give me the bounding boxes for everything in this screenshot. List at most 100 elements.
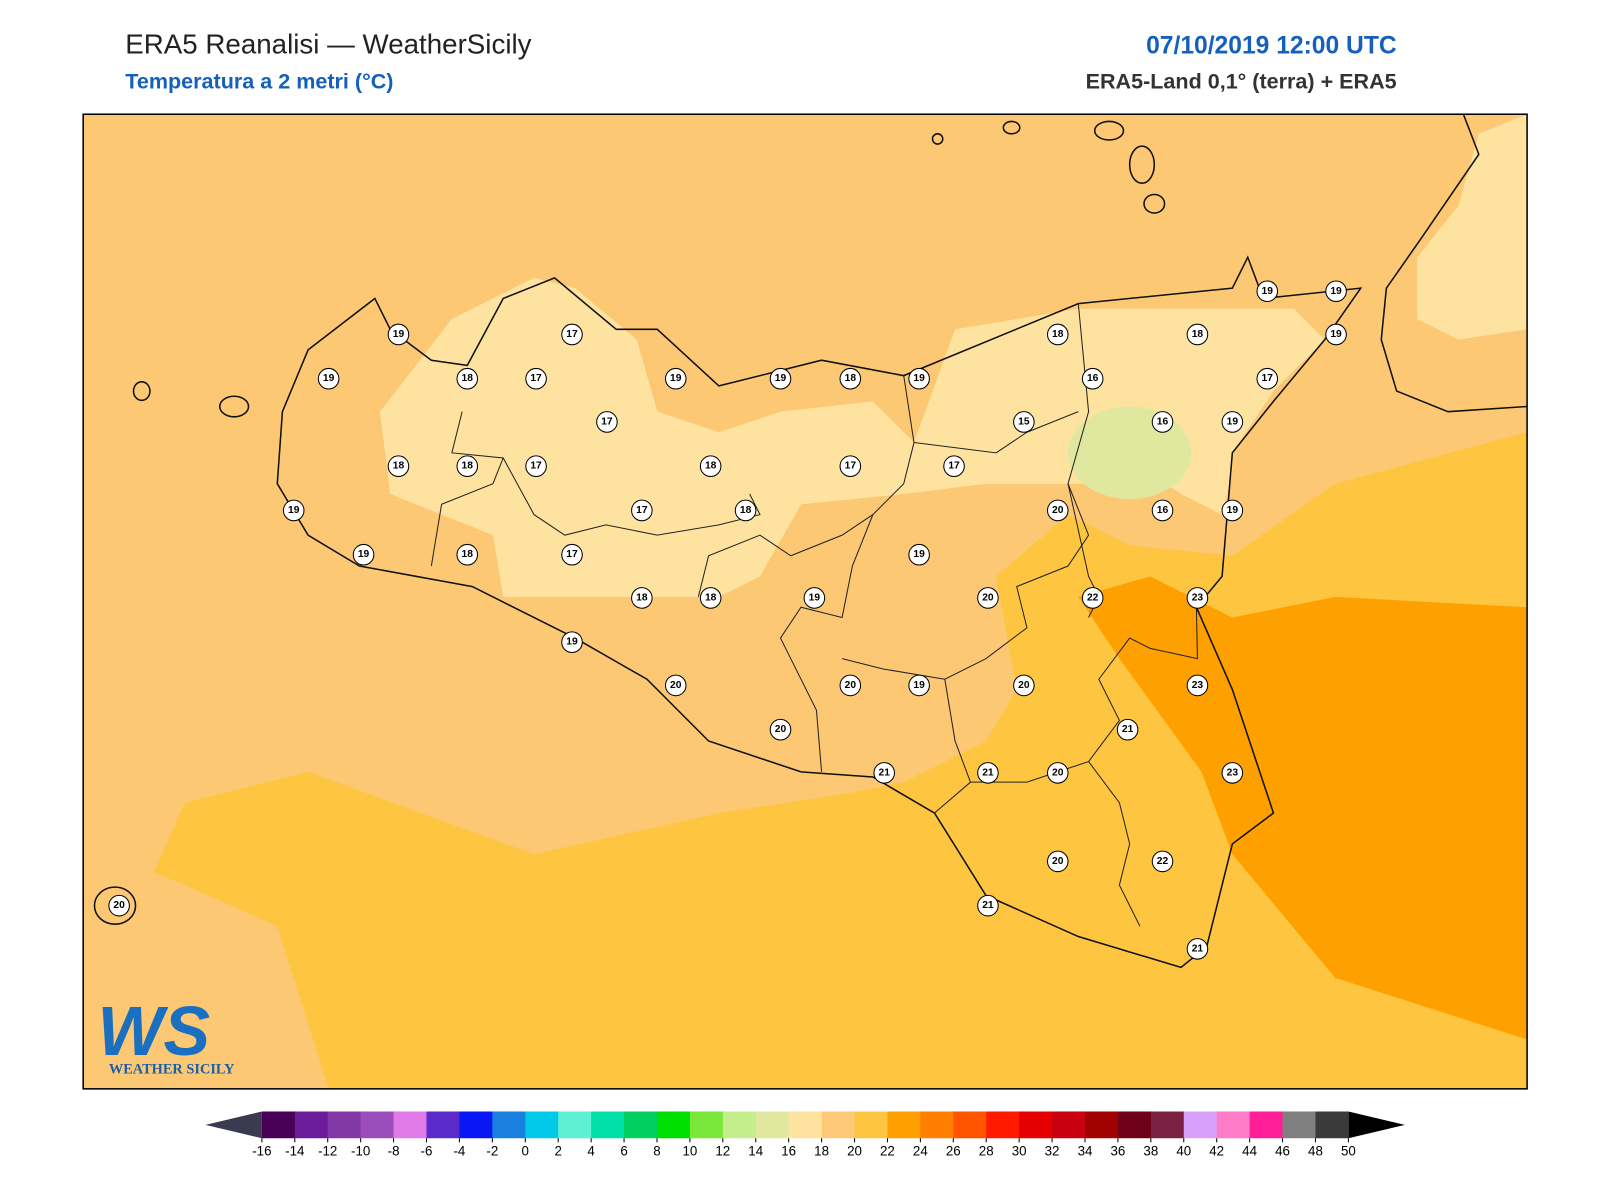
colorbar-swatch xyxy=(788,1111,823,1139)
station-marker xyxy=(1151,499,1174,522)
source: ERA5-Land 0,1° (terra) + ERA5 xyxy=(1086,68,1397,93)
station-marker xyxy=(352,543,375,566)
station-value: 19 xyxy=(1262,286,1274,297)
colorbar-tick-label: -6 xyxy=(421,1144,433,1159)
colorbar-tick-label: 14 xyxy=(748,1144,763,1159)
logo-name: WEATHER SICILY xyxy=(109,1061,235,1077)
station-value: 19 xyxy=(1330,329,1342,340)
colorbar-swatch xyxy=(1084,1111,1119,1139)
colorbar-tick-label: 40 xyxy=(1176,1144,1191,1159)
colorbar-tick-label: 10 xyxy=(682,1144,697,1159)
colorbar-swatch xyxy=(624,1111,658,1139)
station-value: 23 xyxy=(1192,592,1204,603)
colorbar-tick-label: -14 xyxy=(285,1144,305,1159)
colorbar-swatch xyxy=(854,1111,888,1139)
station-marker xyxy=(456,455,479,478)
colorbar-tick-label: -16 xyxy=(252,1144,271,1159)
station-marker xyxy=(525,455,547,478)
station-marker xyxy=(1221,499,1244,522)
station-value: 19 xyxy=(775,373,787,384)
station-value: 19 xyxy=(1330,286,1342,297)
station-marker xyxy=(873,762,895,784)
station-value: 18 xyxy=(462,373,474,384)
colorbar-tick-label: 44 xyxy=(1242,1144,1257,1159)
colorbar-tick-label: 34 xyxy=(1078,1144,1093,1159)
colorbar-swatch xyxy=(1052,1111,1086,1139)
colorbar-swatch xyxy=(327,1111,362,1139)
station-marker xyxy=(664,367,687,390)
logo-mark: WS xyxy=(98,992,210,1070)
station-value: 18 xyxy=(740,505,752,516)
station-value: 23 xyxy=(1227,767,1239,778)
station-marker xyxy=(908,543,930,566)
station-marker xyxy=(977,894,999,917)
colorbar-tick-label: 0 xyxy=(522,1144,529,1159)
colorbar-tick-label: 22 xyxy=(880,1144,895,1159)
station-value: 19 xyxy=(913,680,925,691)
map xyxy=(82,113,1528,1090)
colorbar-tick-label: 32 xyxy=(1045,1144,1060,1159)
colorbar-swatch xyxy=(953,1111,987,1139)
station-marker xyxy=(561,323,583,346)
station-value: 19 xyxy=(1227,416,1239,427)
colorbar-swatch xyxy=(1282,1111,1316,1139)
station-value: 18 xyxy=(705,592,717,603)
station-marker xyxy=(977,762,999,784)
station-marker xyxy=(387,455,410,478)
field-16-18 xyxy=(379,277,1325,597)
station-marker xyxy=(1151,411,1174,433)
logo: WS WEATHER SICILY xyxy=(98,992,236,1078)
colorbar-swatch xyxy=(1117,1111,1152,1139)
colorbar-tick-label: -10 xyxy=(351,1144,370,1159)
colorbar-extend-under xyxy=(205,1111,262,1139)
colorbar-swatch xyxy=(459,1111,493,1139)
station-marker xyxy=(561,631,583,654)
station-marker xyxy=(839,674,862,697)
station-marker xyxy=(1186,674,1209,697)
station-value: 20 xyxy=(113,900,125,911)
station-value: 19 xyxy=(913,549,925,560)
colorbar-swatch xyxy=(986,1111,1020,1139)
colorbar-tick-label: 4 xyxy=(587,1144,595,1159)
colorbar-swatch xyxy=(591,1111,625,1139)
colorbar-swatch xyxy=(689,1111,724,1139)
station-marker xyxy=(631,587,653,609)
station-marker xyxy=(1116,718,1139,741)
station-marker xyxy=(456,367,479,390)
station-value: 19 xyxy=(566,637,578,648)
station-value: 23 xyxy=(1192,680,1204,691)
stations: 19 17 19 18 17 19 19 18 19 18 18 19 19 19 16 17 17 15 16 19… xyxy=(108,280,1347,960)
station-value: 20 xyxy=(670,680,682,691)
station-value: 20 xyxy=(1052,856,1064,867)
station-value: 18 xyxy=(462,461,474,472)
colorbar-tick-label: 6 xyxy=(620,1144,627,1159)
station-marker xyxy=(631,499,653,522)
station-marker xyxy=(1013,674,1035,697)
colorbar-swatch xyxy=(1216,1111,1251,1139)
station-marker xyxy=(699,587,722,609)
colorbar-swatch xyxy=(722,1111,757,1139)
station-marker xyxy=(525,367,547,390)
station-marker xyxy=(1221,762,1244,784)
station-value: 19 xyxy=(323,373,335,384)
station-value: 16 xyxy=(1157,505,1169,516)
colorbar-tick-label: -2 xyxy=(486,1144,498,1159)
station-value: 19 xyxy=(358,549,370,560)
station-value: 20 xyxy=(845,680,857,691)
station-marker xyxy=(1325,280,1347,303)
colorbar-tick-label: 48 xyxy=(1308,1144,1323,1159)
station-marker xyxy=(108,894,130,917)
colorbar-tick-label: 46 xyxy=(1275,1144,1290,1159)
station-marker xyxy=(943,455,965,478)
station-marker xyxy=(1256,367,1279,390)
station-marker xyxy=(734,499,757,522)
station-value: 19 xyxy=(913,373,925,384)
title: ERA5 Reanalisi — WeatherSicily xyxy=(125,28,531,59)
station-value: 18 xyxy=(636,592,648,603)
station-value: 17 xyxy=(636,505,648,516)
station-value: 16 xyxy=(1087,373,1099,384)
station-value: 21 xyxy=(982,900,994,911)
station-marker xyxy=(839,455,862,478)
station-marker xyxy=(317,367,340,390)
